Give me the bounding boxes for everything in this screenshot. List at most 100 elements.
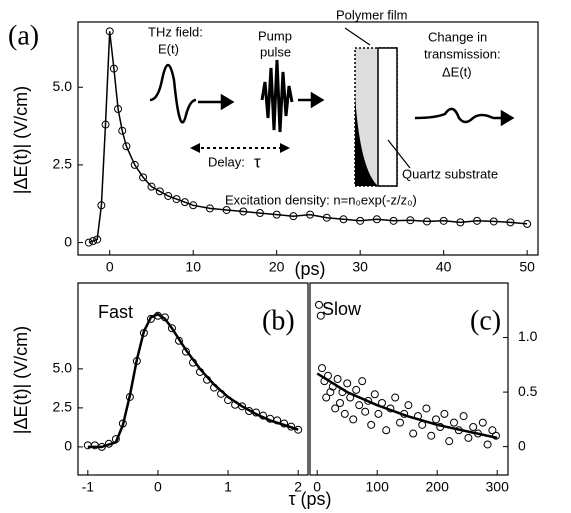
- thz-wave: [149, 63, 197, 124]
- data-point: [367, 420, 376, 429]
- x-tick-label: 30: [352, 259, 368, 275]
- data-point: [361, 407, 370, 416]
- data-point: [343, 379, 352, 388]
- series-line: [88, 31, 528, 244]
- data-point: [355, 401, 364, 410]
- inset-drawing: [149, 27, 515, 187]
- y-tick-label: 2.5: [53, 399, 73, 415]
- data-point: [89, 237, 98, 246]
- data-point: [326, 388, 335, 397]
- series-line: [316, 372, 498, 440]
- data-point: [322, 213, 331, 222]
- arrow-head: [220, 93, 235, 111]
- data-point: [339, 215, 348, 224]
- data-point: [506, 218, 515, 227]
- data-point: [489, 217, 498, 226]
- x-tick-label: 10: [185, 259, 201, 275]
- annotation: THz field:: [148, 24, 203, 39]
- y-tick-label: 5.0: [53, 78, 73, 94]
- data-point: [445, 437, 454, 446]
- data-point: [469, 423, 478, 431]
- data-point: [93, 235, 102, 244]
- series-line: [87, 312, 299, 449]
- transmitted-wave: [414, 107, 494, 124]
- x-tick-label: 300: [486, 479, 510, 495]
- data-point: [409, 429, 418, 438]
- data-point: [473, 216, 482, 225]
- y-axis-label: |ΔE(t)| (V/cm): [11, 86, 31, 194]
- data-point: [456, 218, 465, 227]
- data-point: [316, 311, 325, 320]
- data-point: [483, 440, 492, 449]
- arrow-heads: [190, 143, 290, 153]
- data-point: [372, 215, 381, 224]
- data-point: [356, 216, 365, 225]
- data-point: [396, 418, 404, 427]
- data-point: [322, 393, 331, 402]
- data-point: [118, 126, 127, 135]
- data-point: [340, 409, 349, 418]
- annotation: τ: [254, 152, 261, 171]
- x-tick-label: 0: [313, 479, 321, 495]
- data-point: [406, 216, 415, 225]
- annotation: Change in: [428, 29, 487, 44]
- x-tick-label: 40: [436, 259, 452, 275]
- data-point: [478, 418, 487, 427]
- data-point: [84, 238, 93, 247]
- data-point: [422, 217, 431, 226]
- data-point: [122, 142, 131, 151]
- y-tick-label: 0: [518, 437, 526, 453]
- y-tick-label: 0: [64, 233, 72, 249]
- data-point: [180, 198, 189, 207]
- data-point: [432, 415, 440, 424]
- data-point: [318, 364, 326, 373]
- data-point: [358, 377, 367, 386]
- data-point: [255, 209, 264, 218]
- data-point: [155, 187, 164, 196]
- data-point: [147, 182, 156, 191]
- data-point: [139, 173, 148, 182]
- plot-frame: [309, 282, 509, 476]
- x-axis-label: τ (ps): [288, 489, 331, 509]
- data-point: [289, 212, 298, 221]
- data-point: [189, 201, 198, 210]
- data-point: [422, 404, 431, 413]
- annotation: pulse: [260, 44, 291, 59]
- quartz-substrate: [377, 47, 398, 187]
- annotation: Delay:: [208, 154, 245, 169]
- y-tick-label: 0: [64, 438, 72, 454]
- data-point: [349, 415, 358, 424]
- data-point: [97, 201, 106, 210]
- annotation: ΔE(t): [442, 64, 472, 79]
- data-point: [146, 314, 155, 323]
- data-point: [109, 64, 118, 73]
- data-point: [101, 120, 110, 129]
- panel-label: (a): [8, 20, 39, 51]
- arrow-head: [500, 109, 515, 127]
- annotation: transmission:: [424, 46, 501, 61]
- panel-title: Fast: [98, 302, 133, 322]
- excitation-profile: [355, 95, 378, 186]
- panel-label: (b): [262, 305, 295, 336]
- data-point: [352, 385, 361, 394]
- data-point: [374, 409, 383, 418]
- data-point: [382, 426, 391, 435]
- data-point: [389, 216, 398, 225]
- x-tick-label: 200: [426, 479, 450, 495]
- x-tick-label: 2: [294, 479, 302, 495]
- data-point: [370, 390, 379, 399]
- x-tick-label: 1: [224, 479, 232, 495]
- data-point: [331, 404, 340, 413]
- data-point: [222, 205, 231, 214]
- data-point: [238, 402, 247, 411]
- x-tick-label: 50: [519, 259, 535, 275]
- data-point: [164, 191, 173, 200]
- y-tick-label: 5.0: [53, 360, 73, 376]
- x-tick-label: 0: [154, 479, 162, 495]
- panel-label: (c): [470, 305, 501, 336]
- data-point: [306, 210, 315, 219]
- data-point: [427, 431, 436, 440]
- data-point: [315, 300, 323, 309]
- data-point: [167, 324, 176, 333]
